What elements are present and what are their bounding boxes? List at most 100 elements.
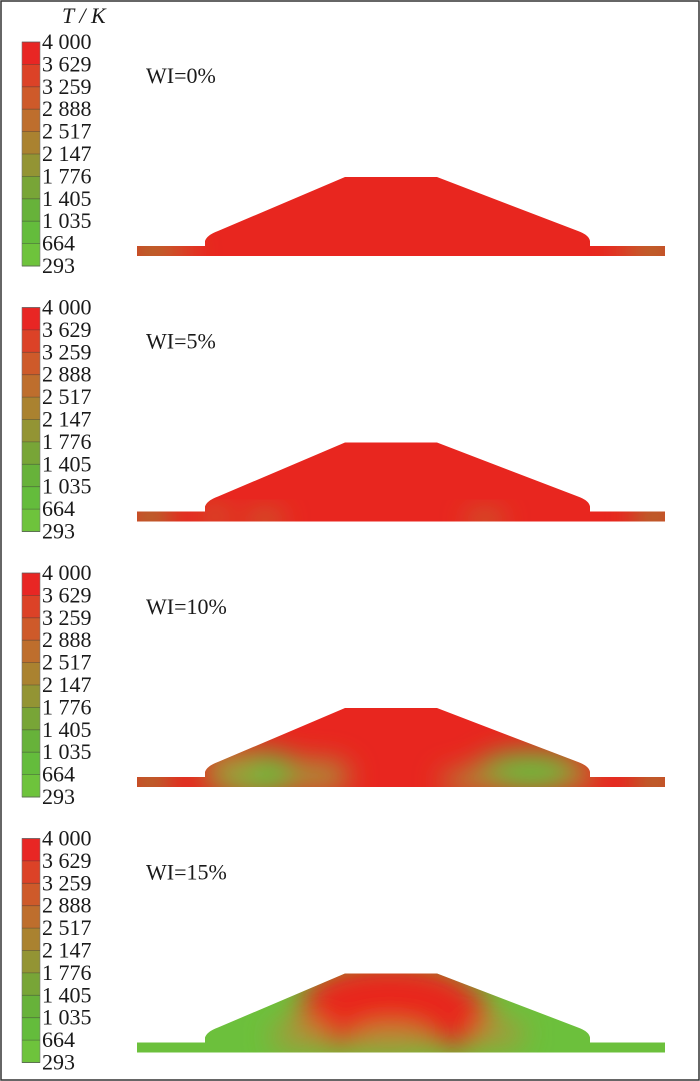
colorbar-segment xyxy=(22,617,40,641)
field-blob xyxy=(247,514,283,522)
field-blob xyxy=(440,771,500,787)
colorbar-segment xyxy=(22,64,40,88)
field-blobs xyxy=(137,508,665,522)
colorbar-segment xyxy=(22,685,40,708)
field-blob xyxy=(420,986,490,1047)
colorbar-label: 3 259 xyxy=(42,74,92,99)
field-blobs xyxy=(270,973,525,1053)
colorbar-segment xyxy=(22,352,40,376)
field-blobs xyxy=(137,243,665,256)
field-blob xyxy=(270,1021,330,1052)
colorbar-segment xyxy=(22,198,40,222)
colorbar-segment xyxy=(22,972,40,996)
colorbar-label: 664 xyxy=(42,1027,75,1052)
field-blob xyxy=(565,766,595,786)
panel-label: WI=5% xyxy=(146,329,216,354)
colorbar-label: 1 776 xyxy=(42,429,92,454)
colorbar-segment xyxy=(22,950,40,974)
colorbar-segment xyxy=(22,307,40,331)
field-blob xyxy=(633,774,665,787)
colorbar-label: 2 147 xyxy=(42,141,92,166)
colorbar-label: 2 888 xyxy=(42,627,92,652)
colorbar-segment xyxy=(22,243,40,267)
colorbar-label: 3 259 xyxy=(42,605,92,630)
colorbar-label: 664 xyxy=(42,231,75,256)
colorbar-segment xyxy=(22,42,40,65)
colorbar-label: 1 405 xyxy=(42,186,92,211)
field-blob xyxy=(633,243,665,256)
colorbar-segment xyxy=(22,995,40,1019)
colorbar-label: 2 888 xyxy=(42,96,92,121)
colorbar-label: 4 000 xyxy=(42,295,92,320)
field-blob xyxy=(137,508,172,522)
colorbar-segment xyxy=(22,595,40,619)
colorbar-label: 3 629 xyxy=(42,848,92,873)
colorbar-label: 1 405 xyxy=(42,982,92,1007)
colorbar-segment xyxy=(22,662,40,686)
colorbar-segment xyxy=(22,109,40,133)
colorbar-segment xyxy=(22,221,40,245)
colorbar-label: 2 147 xyxy=(42,938,92,963)
panel-label: WI=15% xyxy=(146,860,227,885)
colorbar-label: 2 517 xyxy=(42,119,92,144)
colorbar-segment xyxy=(22,419,40,443)
colorbar-label: 2 147 xyxy=(42,672,92,697)
colorbar-label: 4 000 xyxy=(42,29,92,54)
colorbar-segment xyxy=(22,774,40,798)
colorbar-segment xyxy=(22,707,40,731)
field-blob xyxy=(166,245,194,256)
colorbar-segment xyxy=(22,752,40,776)
colorbar-label: 1 405 xyxy=(42,451,92,476)
field-blob xyxy=(290,761,350,787)
colorbar-label: 3 629 xyxy=(42,51,92,76)
colorbar-label: 2 888 xyxy=(42,362,92,387)
colorbar-label: 3 259 xyxy=(42,339,92,364)
colorbar-label: 2 147 xyxy=(42,407,92,432)
panel-label: WI=0% xyxy=(146,63,216,88)
field-blob xyxy=(137,774,172,787)
colorbar-segment xyxy=(22,464,40,488)
field-blob xyxy=(475,1018,525,1049)
field-blob xyxy=(137,243,172,256)
field-blob xyxy=(205,508,225,522)
colorbar-label: 2 517 xyxy=(42,650,92,675)
field-blob xyxy=(467,514,503,522)
colorbar-label: 2 888 xyxy=(42,893,92,918)
colorbar-segment xyxy=(22,729,40,753)
colorbar-label: 3 629 xyxy=(42,317,92,342)
colorbar-segment xyxy=(22,509,40,532)
colorbar-label: 1 035 xyxy=(42,1005,92,1030)
colorbar-segment xyxy=(22,928,40,951)
colorbar-label: 293 xyxy=(42,519,75,544)
field-blob xyxy=(475,752,585,787)
colorbar-segment xyxy=(22,131,40,155)
colorbar-label: 1 776 xyxy=(42,960,92,985)
colorbar-label: 2 517 xyxy=(42,384,92,409)
colorbar-segment xyxy=(22,905,40,929)
colorbar-label: 664 xyxy=(42,762,75,787)
colorbar-label: 3 629 xyxy=(42,582,92,607)
colorbar-label: 1 035 xyxy=(42,739,92,764)
colorbar-label: 293 xyxy=(42,784,75,809)
colorbar-label: 1 405 xyxy=(42,717,92,742)
colorbar-segment xyxy=(22,441,40,465)
colorbar-segment xyxy=(22,486,40,510)
field-blob xyxy=(616,245,644,256)
colorbar-label: 1 776 xyxy=(42,163,92,188)
colorbar-segment xyxy=(22,176,40,200)
colorbar-label: 293 xyxy=(42,253,75,278)
colorbar-segment xyxy=(22,1017,40,1041)
colorbar-label: 1 035 xyxy=(42,474,92,499)
colorbar-segment xyxy=(22,86,40,110)
panel-label: WI=10% xyxy=(146,594,227,619)
colorbar-title: T / K xyxy=(62,3,107,28)
colorbar-label: 1 035 xyxy=(42,208,92,233)
colorbar-label: 293 xyxy=(42,1050,75,1075)
colorbar-segment xyxy=(22,838,40,862)
colorbar-segment xyxy=(22,397,40,420)
colorbar-label: 4 000 xyxy=(42,826,92,851)
field-blob xyxy=(350,1026,430,1053)
colorbar-segment xyxy=(22,860,40,884)
field-blobs xyxy=(137,751,665,787)
